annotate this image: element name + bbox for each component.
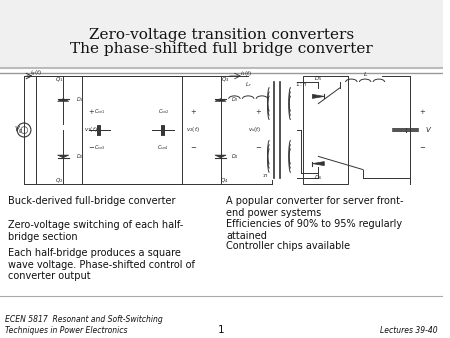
Text: $D_2$: $D_2$ <box>76 152 84 161</box>
Text: −: − <box>255 144 261 152</box>
Text: $C_{sn1}$: $C_{sn1}$ <box>94 107 105 117</box>
Text: Zero-voltage switching of each half-
bridge section: Zero-voltage switching of each half- bri… <box>8 220 183 242</box>
Text: $L_r$: $L_r$ <box>245 80 252 89</box>
Text: $C_{sn4}$: $C_{sn4}$ <box>158 144 169 152</box>
Text: $v_2(t)$: $v_2(t)$ <box>186 125 200 135</box>
Text: Zero-voltage transition converters: Zero-voltage transition converters <box>89 28 354 43</box>
Text: $D_4$: $D_4$ <box>231 152 239 161</box>
Text: $i_g(t)$: $i_g(t)$ <box>30 69 42 79</box>
Bar <box>0 0 443 68</box>
Text: +: + <box>255 108 261 116</box>
Text: ○: ○ <box>20 125 28 135</box>
Polygon shape <box>215 99 226 101</box>
Text: $D_3$: $D_3$ <box>231 96 239 104</box>
Text: A popular converter for server front-
end power systems: A popular converter for server front- en… <box>226 196 404 218</box>
Text: −: − <box>419 144 425 152</box>
Text: Buck-derived full-bridge converter: Buck-derived full-bridge converter <box>8 196 176 206</box>
Text: +: + <box>190 108 196 116</box>
Text: $Q_3$: $Q_3$ <box>220 75 229 84</box>
Text: 1: 1 <box>218 325 225 335</box>
Text: $D_1$: $D_1$ <box>76 96 84 104</box>
Text: −: − <box>88 144 94 152</box>
Text: $1:n$: $1:n$ <box>295 80 308 89</box>
Polygon shape <box>58 155 69 158</box>
Text: Efficiencies of 90% to 95% regularly
attained: Efficiencies of 90% to 95% regularly att… <box>226 219 403 241</box>
Text: $D_5$: $D_5$ <box>314 74 323 83</box>
Text: Each half-bridge produces a square
wave voltage. Phase-shifted control of
conver: Each half-bridge produces a square wave … <box>8 248 195 281</box>
Text: $V$: $V$ <box>425 125 432 135</box>
Polygon shape <box>312 94 324 98</box>
Text: −: − <box>190 144 196 152</box>
Text: $L$: $L$ <box>363 70 368 78</box>
Text: $Q_2$: $Q_2$ <box>55 176 63 185</box>
Text: Lectures 39-40: Lectures 39-40 <box>380 326 438 335</box>
Bar <box>303 76 348 184</box>
Text: :$n$: :$n$ <box>262 172 269 179</box>
Circle shape <box>17 123 31 137</box>
Text: $C_{sn3}$: $C_{sn3}$ <box>94 144 105 152</box>
Text: $D_6$: $D_6$ <box>314 173 323 183</box>
Polygon shape <box>215 155 226 158</box>
Polygon shape <box>312 162 324 166</box>
Text: The phase-shifted full bridge converter: The phase-shifted full bridge converter <box>70 42 373 56</box>
Text: $v_s(t)$: $v_s(t)$ <box>248 125 261 135</box>
Text: Controller chips available: Controller chips available <box>226 241 351 251</box>
Text: $C_{sn2}$: $C_{sn2}$ <box>158 107 169 117</box>
Text: +: + <box>420 108 425 116</box>
Text: $Q_4$: $Q_4$ <box>220 176 229 185</box>
Text: $Q_1$: $Q_1$ <box>55 75 63 84</box>
Polygon shape <box>58 99 69 101</box>
Text: +: + <box>88 108 94 116</box>
Text: $i_1(t)$: $i_1(t)$ <box>240 69 252 78</box>
Text: $v_1(t)$: $v_1(t)$ <box>84 125 98 135</box>
Text: ECEN 5817  Resonant and Soft-Switching
Techniques in Power Electronics: ECEN 5817 Resonant and Soft-Switching Te… <box>5 315 162 335</box>
Text: $V_g$: $V_g$ <box>14 124 23 136</box>
